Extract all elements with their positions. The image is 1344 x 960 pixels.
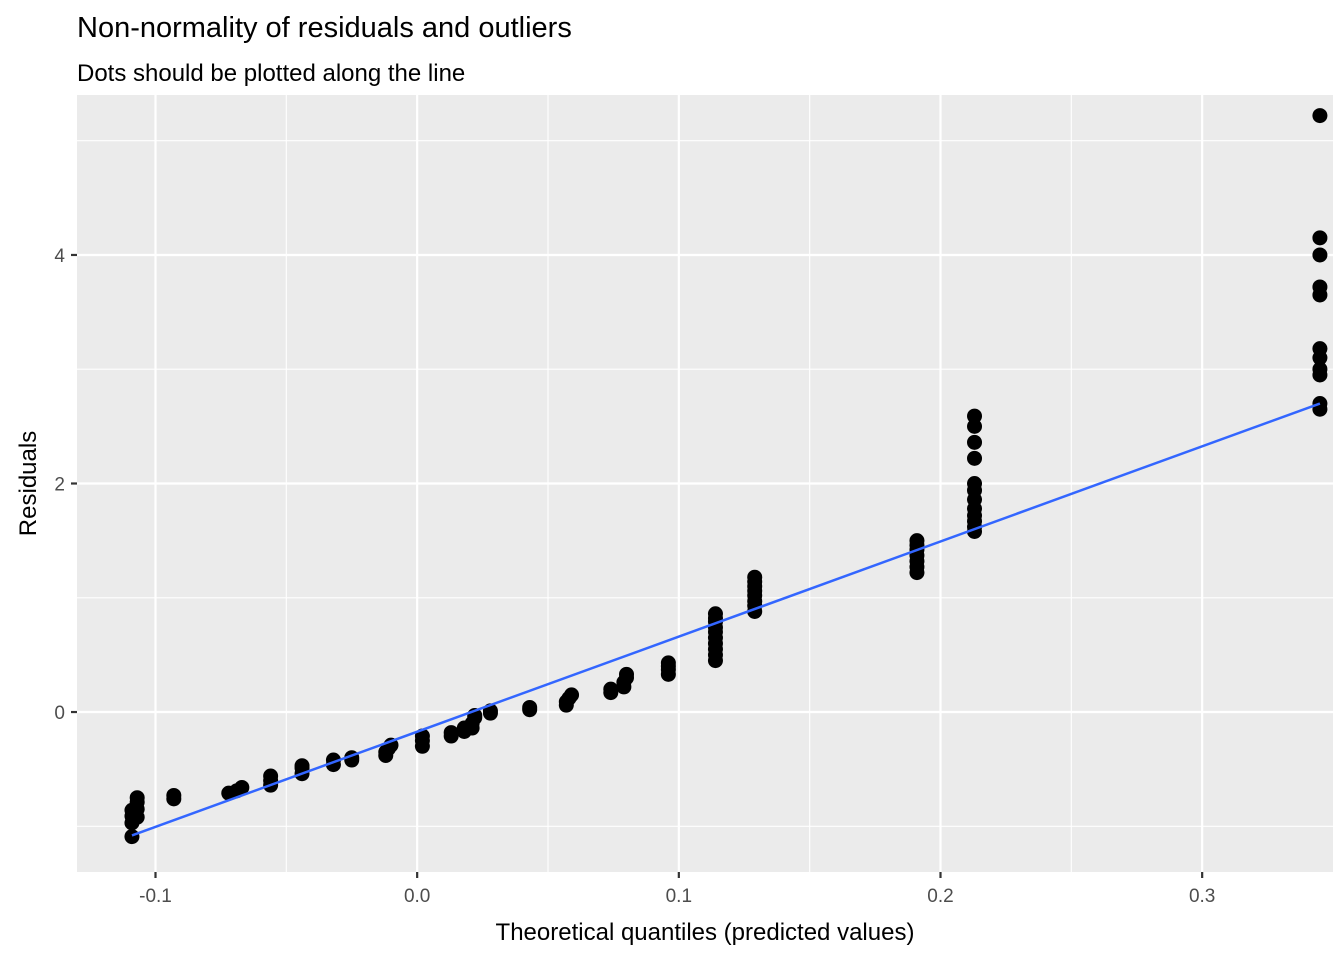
data-point (619, 666, 634, 682)
data-point (603, 681, 619, 697)
data-point (1312, 247, 1328, 263)
data-point (443, 725, 459, 741)
chart-title: Non-normality of residuals and outliers (77, 12, 572, 44)
y-tick-label: 2 (54, 475, 65, 496)
data-point (967, 476, 983, 491)
reference-line (131, 402, 1321, 837)
y-axis-title: Residuals (15, 431, 42, 536)
residual-points (124, 108, 1328, 845)
data-point (564, 687, 580, 703)
data-point (967, 408, 983, 424)
x-axis-title: Theoretical quantiles (predicted values) (496, 919, 915, 946)
data-point (1312, 341, 1328, 357)
x-tick-label: 0.1 (666, 886, 692, 907)
x-tick-label: 0.2 (927, 886, 953, 907)
data-point (522, 699, 538, 715)
data-point (129, 790, 145, 806)
data-point (747, 569, 763, 585)
data-point (1312, 230, 1328, 246)
data-point (967, 434, 983, 450)
data-point (234, 779, 250, 795)
data-point (1312, 361, 1328, 377)
data-point (967, 418, 983, 434)
data-point (707, 606, 723, 622)
data-point (294, 758, 310, 774)
chart-subtitle: Dots should be plotted along the line (77, 60, 466, 87)
data-point (263, 768, 279, 784)
x-tick-label: 0.0 (404, 886, 430, 907)
tick-labels: -0.1 0.0 0.1 0.2 0.3 0 2 4 (54, 246, 1215, 907)
data-point (909, 533, 925, 549)
grid-lines (77, 95, 1333, 872)
y-tick-label: 0 (54, 703, 65, 724)
data-point (166, 791, 182, 807)
y-tick-label: 4 (54, 246, 65, 267)
x-tick-label: 0.3 (1189, 886, 1215, 907)
x-tick-label: -0.1 (139, 886, 172, 907)
data-point (1312, 108, 1328, 124)
data-point (1312, 279, 1328, 295)
data-point (124, 829, 140, 845)
axis-ticks (71, 253, 1204, 878)
data-point (967, 450, 983, 466)
data-point (660, 655, 676, 671)
